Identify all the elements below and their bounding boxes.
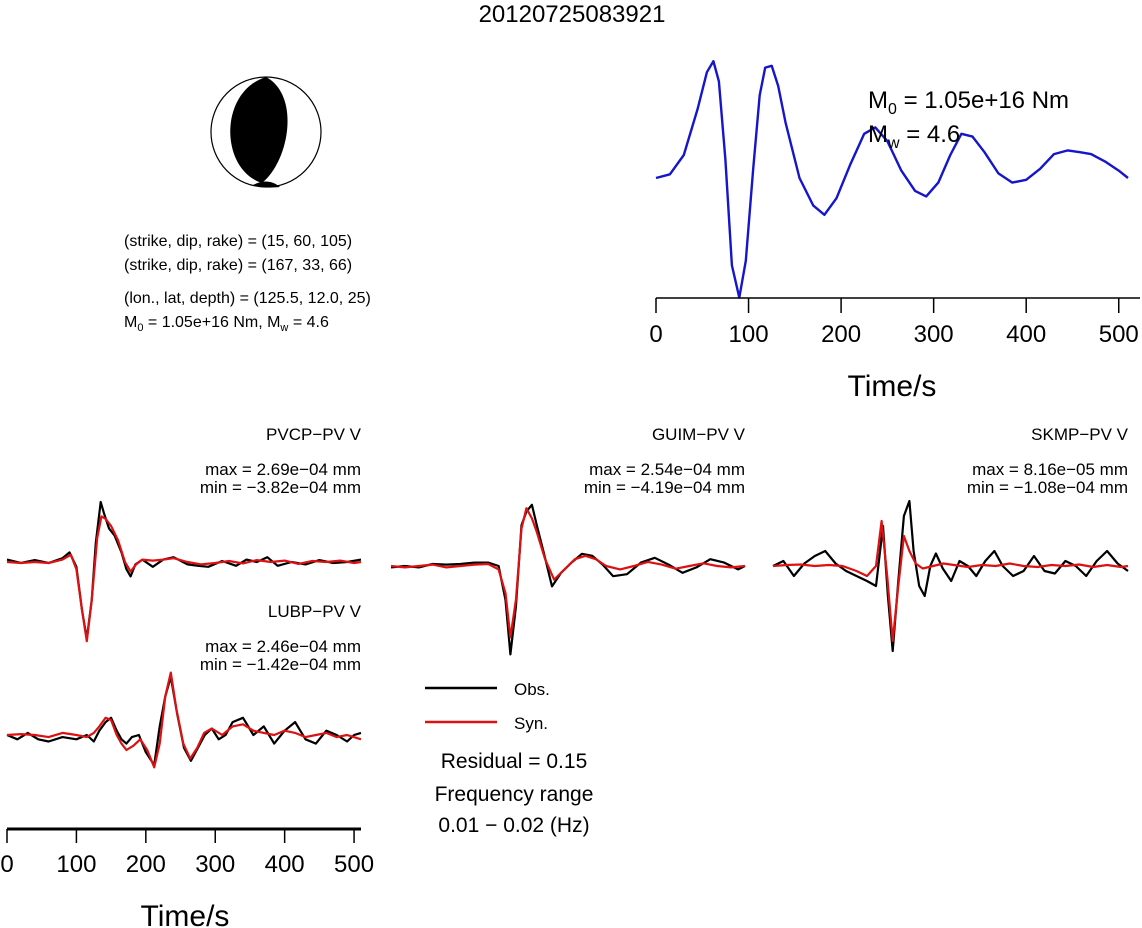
stf-tick-label: 100 <box>729 321 769 348</box>
station-max-label: max = 2.54e−04 mm <box>589 460 745 479</box>
legend: Obs. Syn. <box>425 680 550 733</box>
nodal-plane-1: (strike, dip, rake) = (15, 60, 105) <box>124 233 352 250</box>
legend-syn-label: Syn. <box>514 714 548 733</box>
frequency-range-label: Frequency range <box>435 783 594 806</box>
synthetic-trace <box>390 507 746 639</box>
stf-x-axis-label: Time/s <box>848 370 937 403</box>
stf-tick-label: 0 <box>649 321 662 348</box>
stf-tick-label: 300 <box>914 321 954 348</box>
synthetic-trace <box>6 515 362 643</box>
stf-tick-label: 200 <box>821 321 861 348</box>
stf-tick-label: 500 <box>1099 321 1139 348</box>
stf-curve <box>655 60 1129 299</box>
event-id-title: 20120725083921 <box>479 1 666 28</box>
observed-trace <box>6 675 362 767</box>
nodal-plane-2: (strike, dip, rake) = (167, 33, 66) <box>124 257 352 274</box>
wave-tick-label: 500 <box>334 851 374 878</box>
wave-tick-label: 400 <box>265 851 305 878</box>
wave-tick-label: 0 <box>0 851 13 878</box>
stf-mw-label: Mw = 4.6 <box>868 121 960 152</box>
station-min-label: min = −1.42e−04 mm <box>200 655 361 674</box>
stf-tick-label: 400 <box>1006 321 1046 348</box>
station-min-label: min = −3.82e−04 mm <box>200 478 361 497</box>
station-min-label: min = −4.19e−04 mm <box>584 478 745 497</box>
stf-annotation: M0 = 1.05e+16 Nm Mw = 4.6 <box>868 87 1069 152</box>
source-time-function-plot: 0 100 200 300 400 500 Time/s <box>649 60 1140 403</box>
synthetic-trace <box>772 519 1129 643</box>
moment-magnitude-line: M0 = 1.05e+16 Nm, Mw = 4.6 <box>124 314 329 334</box>
hypocenter-location: (lon., lat, depth) = (125.5, 12.0, 25) <box>124 290 371 307</box>
legend-obs-label: Obs. <box>514 680 550 699</box>
wave-x-axis-label: Time/s <box>141 900 230 928</box>
beachball-icon <box>210 76 322 188</box>
station-name: SKMP−PV V <box>1031 425 1129 444</box>
stf-m0-label: M0 = 1.05e+16 Nm <box>868 87 1069 118</box>
waveform-time-axis: 0 100 200 300 400 500 Time/s <box>0 827 374 928</box>
wave-tick-label: 300 <box>195 851 235 878</box>
wave-tick-label: 100 <box>56 851 96 878</box>
station-max-label: max = 2.69e−04 mm <box>205 460 361 479</box>
wave-tick-label: 200 <box>126 851 166 878</box>
station-name: LUBP−PV V <box>268 602 362 621</box>
residual-label: Residual = 0.15 <box>441 750 588 773</box>
station-min-label: min = −1.08e−04 mm <box>967 478 1128 497</box>
station-name: GUIM−PV V <box>652 425 746 444</box>
focal-mechanism-text: (strike, dip, rake) = (15, 60, 105) (str… <box>124 233 371 334</box>
synthetic-trace <box>6 671 362 769</box>
station-max-label: max = 8.16e−05 mm <box>972 460 1128 479</box>
station-name: PVCP−PV V <box>266 425 362 444</box>
station-max-label: max = 2.46e−04 mm <box>205 637 361 656</box>
observed-trace <box>772 499 1129 653</box>
frequency-range-value: 0.01 − 0.02 (Hz) <box>438 814 589 837</box>
observed-trace <box>390 503 746 656</box>
